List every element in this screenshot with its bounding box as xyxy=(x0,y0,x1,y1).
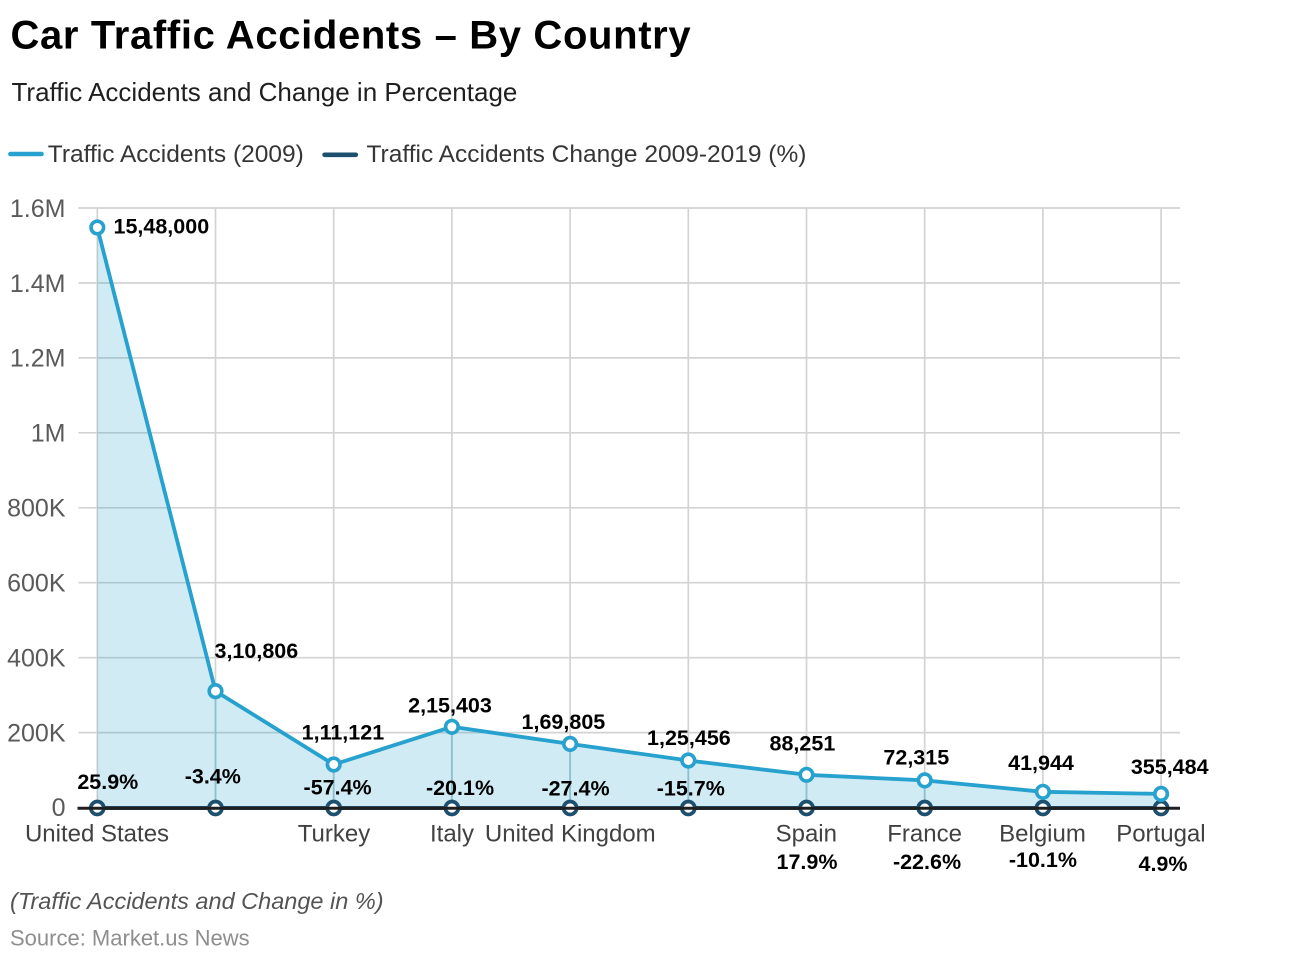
svg-text:(Traffic Accidents and Change: (Traffic Accidents and Change in %) xyxy=(10,888,384,914)
svg-text:Traffic Accidents (2009): Traffic Accidents (2009) xyxy=(48,141,304,168)
svg-text:Belgium: Belgium xyxy=(999,821,1086,848)
svg-text:1M: 1M xyxy=(31,420,66,448)
svg-text:Turkey: Turkey xyxy=(298,821,370,848)
svg-text:15,48,000: 15,48,000 xyxy=(114,214,210,238)
svg-text:800K: 800K xyxy=(7,495,66,523)
svg-text:France: France xyxy=(887,821,962,848)
svg-text:1,11,121: 1,11,121 xyxy=(302,721,385,745)
svg-text:-15.7%: -15.7% xyxy=(657,776,725,800)
svg-text:200K: 200K xyxy=(7,719,66,747)
svg-text:-3.4%: -3.4% xyxy=(185,764,241,788)
svg-text:United States: United States xyxy=(25,821,169,848)
svg-text:Traffic Accidents Change 2009-: Traffic Accidents Change 2009-2019 (%) xyxy=(367,141,807,168)
svg-text:1.4M: 1.4M xyxy=(10,270,66,298)
svg-text:-57.4%: -57.4% xyxy=(304,775,372,799)
svg-text:3,10,806: 3,10,806 xyxy=(215,639,299,663)
svg-text:-22.6%: -22.6% xyxy=(893,850,961,874)
svg-text:Source: Market.us News: Source: Market.us News xyxy=(10,926,250,951)
svg-text:Traffic Accidents and Change i: Traffic Accidents and Change in Percenta… xyxy=(12,77,518,107)
svg-text:Portugal: Portugal xyxy=(1116,821,1205,848)
svg-text:41,944: 41,944 xyxy=(1008,751,1074,775)
svg-text:1.6M: 1.6M xyxy=(10,195,66,223)
svg-text:355,484: 355,484 xyxy=(1131,755,1209,779)
svg-text:17.9%: 17.9% xyxy=(777,850,838,874)
svg-text:1.2M: 1.2M xyxy=(10,345,66,373)
svg-text:88,251: 88,251 xyxy=(770,732,836,756)
svg-text:1,69,805: 1,69,805 xyxy=(522,710,606,734)
svg-text:600K: 600K xyxy=(7,570,66,598)
svg-text:-10.1%: -10.1% xyxy=(1009,848,1077,872)
svg-text:72,315: 72,315 xyxy=(883,746,949,770)
svg-text:25.9%: 25.9% xyxy=(77,770,138,794)
svg-text:0: 0 xyxy=(52,794,66,822)
svg-text:-27.4%: -27.4% xyxy=(541,776,609,800)
svg-text:-20.1%: -20.1% xyxy=(426,776,494,800)
svg-text:United Kingdom: United Kingdom xyxy=(485,821,656,848)
svg-text:Italy: Italy xyxy=(430,821,474,848)
svg-text:4.9%: 4.9% xyxy=(1138,852,1187,876)
svg-text:Car Traffic Accidents – By Cou: Car Traffic Accidents – By Country xyxy=(11,14,692,58)
svg-text:1,25,456: 1,25,456 xyxy=(647,726,731,750)
svg-text:400K: 400K xyxy=(7,645,66,673)
svg-text:Spain: Spain xyxy=(776,821,837,848)
svg-text:2,15,403: 2,15,403 xyxy=(408,694,492,718)
